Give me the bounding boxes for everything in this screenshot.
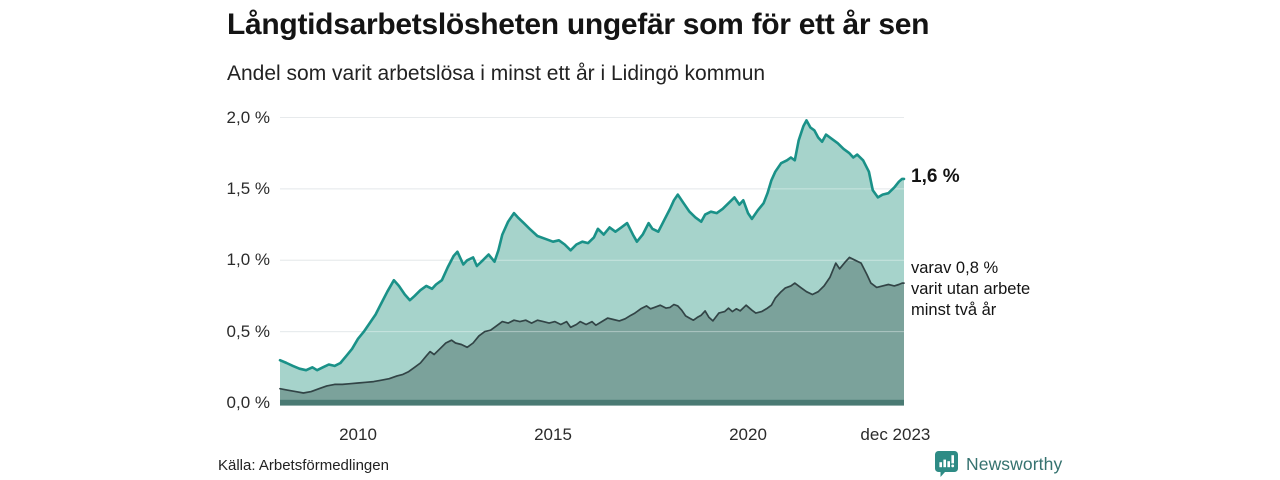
y-tick-label: 2,0 %	[226, 107, 270, 127]
y-tick-label: 0,0 %	[226, 393, 270, 412]
series2-end-line-2: varit utan arbete	[911, 280, 1031, 298]
y-tick-label: 1,5 %	[226, 178, 270, 198]
newsworthy-wordmark: Newsworthy	[966, 453, 1063, 474]
series1-end-value-label: 1,6 %	[911, 166, 960, 187]
x-axis-baseline-bar	[280, 399, 904, 406]
page-subtitle: Andel som varit arbetslösa i minst ett å…	[227, 62, 766, 85]
x-tick-label: dec 2023	[860, 425, 931, 444]
series2-end-value-label: varav 0,8 % varit utan arbete minst två …	[911, 258, 1030, 321]
newsworthy-logo-link[interactable]: Newsworthy	[934, 449, 1062, 479]
badge-shape	[935, 451, 958, 477]
page-title: Långtidsarbetslösheten ungefär som för e…	[227, 8, 930, 41]
series1-line	[278, 119, 906, 372]
x-tick-label: 2010	[339, 425, 377, 444]
series2-end-line-3: minst två år	[911, 301, 997, 319]
series2-area	[280, 257, 904, 403]
newsworthy-badge-icon	[934, 450, 959, 478]
x-tick-label: 2015	[534, 425, 572, 444]
x-tick-label: 2020	[729, 425, 767, 444]
y-tick-label: 1,0 %	[226, 250, 270, 270]
series2-end-line-1: varav 0,8 %	[911, 259, 999, 277]
source-note: Källa: Arbetsförmedlingen	[218, 457, 389, 474]
series2-line	[279, 256, 905, 394]
y-tick-label: 0,5 %	[226, 321, 270, 341]
